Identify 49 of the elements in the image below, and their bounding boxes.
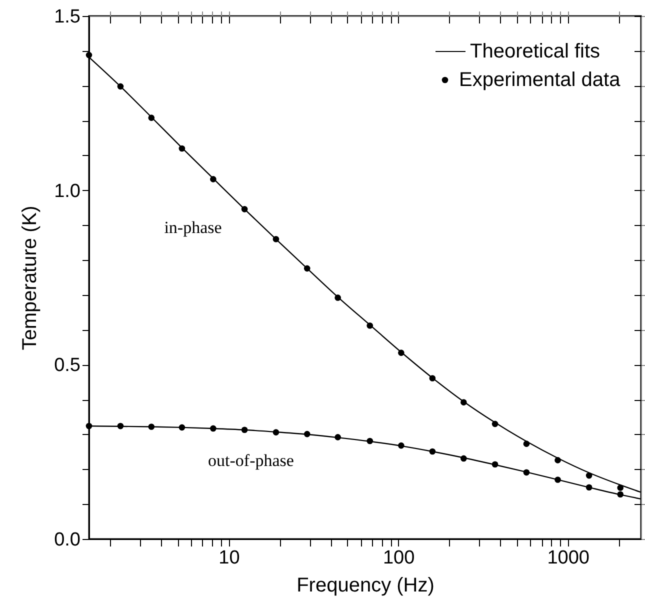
point [617, 491, 624, 498]
y-tick-label: 1.5 [54, 6, 80, 28]
point [117, 83, 124, 90]
point [523, 469, 530, 476]
point [586, 484, 592, 491]
x-tick-label: 1000 [547, 548, 590, 568]
point [617, 484, 624, 491]
point [398, 442, 404, 449]
point [334, 434, 341, 440]
point [429, 375, 436, 382]
x-tick-label: 10 [218, 548, 240, 568]
point [241, 206, 248, 212]
point [86, 52, 92, 58]
point [304, 265, 310, 272]
point [492, 420, 498, 428]
y-tick-label: 1.0 [54, 180, 80, 202]
point [554, 476, 561, 483]
point [304, 430, 310, 438]
point [366, 438, 374, 444]
point [523, 440, 530, 447]
point [460, 399, 467, 406]
annotation: in-phase [164, 218, 222, 237]
point [210, 176, 216, 182]
point [554, 457, 561, 464]
legend-label: Experimental data [459, 69, 622, 91]
point [148, 114, 155, 121]
y-tick-label: 0.0 [54, 530, 80, 550]
x-tick-label: 100 [382, 548, 415, 568]
y-axis-title: Temperature (K) [19, 206, 42, 350]
legend-label: Theoretical fits [470, 40, 600, 62]
point [178, 424, 186, 431]
point [398, 350, 404, 356]
point [210, 425, 216, 432]
point [178, 145, 186, 152]
point [492, 461, 498, 468]
point [460, 455, 467, 462]
annotation: out-of-phase [208, 451, 294, 470]
point [272, 429, 280, 436]
point [334, 294, 341, 301]
point [272, 236, 280, 242]
point [117, 422, 124, 430]
point [86, 422, 92, 430]
point [148, 424, 155, 430]
point [586, 472, 592, 479]
point [429, 448, 436, 455]
point [366, 322, 374, 329]
point [241, 426, 248, 434]
x-axis-title: Frequency (Hz) [296, 574, 434, 596]
y-tick-label: 0.5 [54, 355, 80, 376]
